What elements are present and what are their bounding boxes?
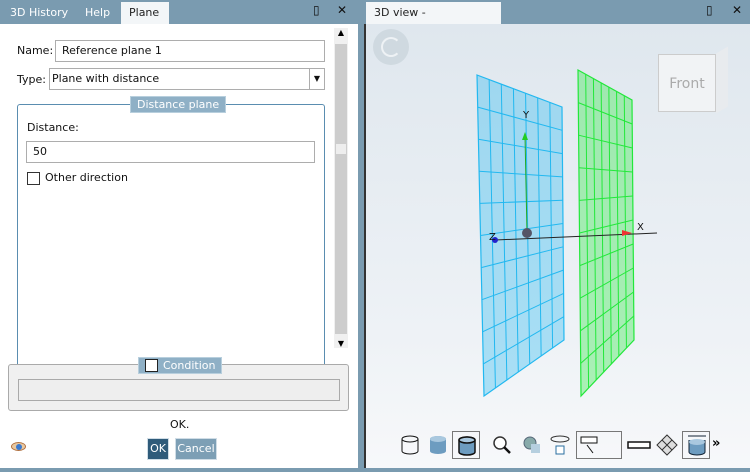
other-direction-label: Other direction <box>45 171 128 184</box>
view-cube-face: Front <box>669 76 705 92</box>
close-icon[interactable]: ✕ <box>732 3 743 17</box>
origin-point <box>522 228 532 238</box>
status-text: OK. <box>170 418 190 431</box>
offset-plane-gridline <box>580 291 634 332</box>
offset-plane-gridline <box>579 219 634 234</box>
zoom-selection-icon[interactable] <box>518 431 546 459</box>
type-select[interactable]: Plane with distance ▼ <box>49 68 325 90</box>
ruler-icon[interactable] <box>625 431 653 459</box>
right-tabbar: 3D view - standard.3db ▯ ✕ <box>364 0 750 41</box>
plane-form: Name: Reference plane 1 Type: Plane with… <box>0 24 358 468</box>
reference-plane-gridline <box>483 316 565 365</box>
cancel-button[interactable]: Cancel <box>175 438 217 460</box>
tab-help[interactable]: Help <box>85 6 111 19</box>
name-label: Name: <box>17 44 54 57</box>
measure-menu-icon[interactable] <box>576 431 622 459</box>
reference-plane-gridline <box>477 106 563 131</box>
3d-view-panel: 3D view - standard.3db ▯ ✕ Front X Y Z » <box>364 0 750 472</box>
reference-plane-gridline <box>481 246 564 269</box>
condition-checkbox[interactable] <box>145 359 158 372</box>
eye-icon[interactable] <box>11 442 26 451</box>
reference-plane-gridline <box>479 199 563 204</box>
rotate-icon[interactable] <box>546 431 574 459</box>
z-axis-label: Z <box>489 232 496 243</box>
shaded-icon[interactable] <box>424 431 452 459</box>
reference-plane-gridline <box>480 223 564 236</box>
shaded-edges-icon[interactable] <box>452 431 480 459</box>
tab-3d-view[interactable]: 3D view - standard.3db <box>366 2 501 41</box>
offset-plane-gridline <box>580 315 635 364</box>
3d-scene: X Y Z <box>476 68 658 398</box>
reference-plane-gridline <box>479 170 563 178</box>
z-arrow <box>492 237 498 243</box>
type-label: Type: <box>17 73 46 86</box>
distance-plane-title: Distance plane <box>130 96 227 113</box>
offset-plane <box>577 68 635 398</box>
more-icon[interactable]: » <box>712 436 721 451</box>
offset-plane-gridline <box>578 134 633 149</box>
reference-plane-gridline <box>482 292 564 333</box>
x-axis <box>494 232 658 241</box>
offset-plane-gridline <box>578 167 633 173</box>
section-icon[interactable] <box>682 431 710 459</box>
reference-plane-gridline <box>478 138 563 155</box>
offset-plane-gridline <box>579 243 634 267</box>
distance-input[interactable]: 50 <box>26 141 315 163</box>
maximize-icon[interactable]: ▯ <box>313 3 320 17</box>
y-arrow <box>522 132 528 140</box>
condition-label: Condition <box>163 359 216 372</box>
chevron-down-icon[interactable]: ▼ <box>309 69 324 89</box>
mesh-icon[interactable] <box>653 431 681 459</box>
other-direction-checkbox[interactable] <box>27 172 40 185</box>
condition-input[interactable] <box>18 379 340 401</box>
scroll-thumb[interactable] <box>336 144 346 154</box>
name-input[interactable]: Reference plane 1 <box>55 40 325 62</box>
left-tabbar: 3D History Help Plane ▯ ✕ <box>0 0 360 24</box>
tab-3d-history[interactable]: 3D History <box>10 6 69 19</box>
reference-plane-gridline <box>481 269 564 301</box>
scroll-track[interactable] <box>335 44 347 334</box>
plane-panel: 3D History Help Plane ▯ ✕ Name: Referenc… <box>0 0 360 472</box>
x-arrow <box>622 230 632 236</box>
y-axis-label: Y <box>522 110 530 121</box>
close-icon[interactable]: ✕ <box>337 3 348 17</box>
y-axis <box>524 134 528 234</box>
ok-button[interactable]: OK <box>147 438 169 460</box>
scroll-down-icon[interactable]: ▼ <box>337 339 345 348</box>
tab-plane[interactable]: Plane <box>121 2 169 24</box>
maximize-icon[interactable]: ▯ <box>706 3 713 17</box>
x-axis-label: X <box>637 222 644 233</box>
offset-plane-gridline <box>578 102 633 125</box>
reference-plane <box>476 74 565 398</box>
type-value: Plane with distance <box>52 72 160 85</box>
view-cube[interactable]: Front <box>658 54 716 112</box>
scroll-up-icon[interactable]: ▲ <box>337 28 345 37</box>
spinner-icon <box>373 29 409 65</box>
zoom-fit-icon[interactable] <box>488 431 516 459</box>
scrollbar[interactable]: ▲ ▼ <box>334 28 348 348</box>
wireframe-icon[interactable] <box>396 431 424 459</box>
distance-label: Distance: <box>27 121 79 134</box>
offset-plane-gridline <box>579 267 634 299</box>
condition-title: Condition <box>138 357 222 374</box>
3d-viewport[interactable]: Front X Y Z » <box>364 24 750 468</box>
offset-plane-gridline <box>579 195 633 201</box>
